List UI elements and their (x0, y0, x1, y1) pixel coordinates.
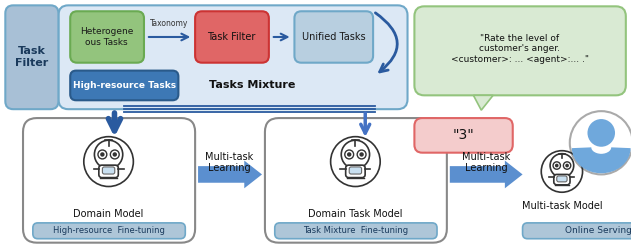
Circle shape (98, 150, 107, 159)
Circle shape (347, 152, 351, 157)
Text: Domain Model: Domain Model (74, 209, 144, 219)
FancyBboxPatch shape (23, 118, 195, 243)
FancyBboxPatch shape (294, 11, 373, 63)
Circle shape (95, 140, 123, 169)
FancyBboxPatch shape (275, 223, 437, 239)
FancyBboxPatch shape (70, 11, 144, 63)
Text: Task Filter: Task Filter (207, 32, 256, 42)
Circle shape (110, 150, 119, 159)
Circle shape (588, 119, 615, 147)
FancyBboxPatch shape (58, 5, 408, 109)
Text: Heterogene
ous Tasks: Heterogene ous Tasks (80, 27, 133, 47)
FancyBboxPatch shape (346, 165, 365, 178)
Circle shape (550, 154, 573, 177)
Circle shape (357, 150, 366, 159)
Text: Task Mixture  Fine-tuning: Task Mixture Fine-tuning (303, 226, 408, 235)
Text: Online Serving: Online Serving (565, 226, 632, 235)
FancyBboxPatch shape (415, 118, 513, 153)
FancyBboxPatch shape (70, 71, 179, 100)
Circle shape (553, 162, 561, 169)
Text: Tasks Mixture: Tasks Mixture (209, 80, 295, 90)
Text: Taxonomy: Taxonomy (150, 19, 189, 28)
Circle shape (113, 152, 117, 157)
Polygon shape (450, 161, 523, 188)
FancyBboxPatch shape (102, 167, 115, 174)
Text: Multi-task
Learning: Multi-task Learning (205, 152, 253, 173)
FancyBboxPatch shape (195, 11, 269, 63)
Text: Unified Tasks: Unified Tasks (302, 32, 365, 42)
FancyBboxPatch shape (557, 176, 567, 182)
Text: Task
Filter: Task Filter (15, 46, 49, 67)
Circle shape (341, 140, 369, 169)
Text: Domain Task Model: Domain Task Model (308, 209, 403, 219)
FancyBboxPatch shape (33, 223, 185, 239)
Text: Multi-task Model: Multi-task Model (522, 201, 602, 211)
FancyBboxPatch shape (265, 118, 447, 243)
FancyBboxPatch shape (415, 6, 626, 95)
FancyBboxPatch shape (5, 5, 58, 109)
Text: Multi-task
Learning: Multi-task Learning (462, 152, 510, 173)
FancyBboxPatch shape (554, 175, 570, 185)
Circle shape (563, 162, 571, 169)
FancyBboxPatch shape (99, 165, 118, 178)
Circle shape (345, 150, 354, 159)
FancyBboxPatch shape (523, 223, 640, 239)
Circle shape (100, 152, 104, 157)
Text: High-resource Tasks: High-resource Tasks (73, 81, 176, 90)
Circle shape (570, 111, 633, 175)
Circle shape (555, 164, 559, 167)
Circle shape (565, 164, 569, 167)
FancyBboxPatch shape (349, 167, 362, 174)
Text: "3": "3" (452, 128, 474, 142)
Polygon shape (198, 161, 262, 188)
Text: High-resource  Fine-tuning: High-resource Fine-tuning (52, 226, 164, 235)
Polygon shape (474, 95, 493, 110)
Text: "Rate the level of
customer's anger.
<customer>: ... <agent>:... .": "Rate the level of customer's anger. <cu… (451, 34, 589, 64)
Circle shape (360, 152, 364, 157)
